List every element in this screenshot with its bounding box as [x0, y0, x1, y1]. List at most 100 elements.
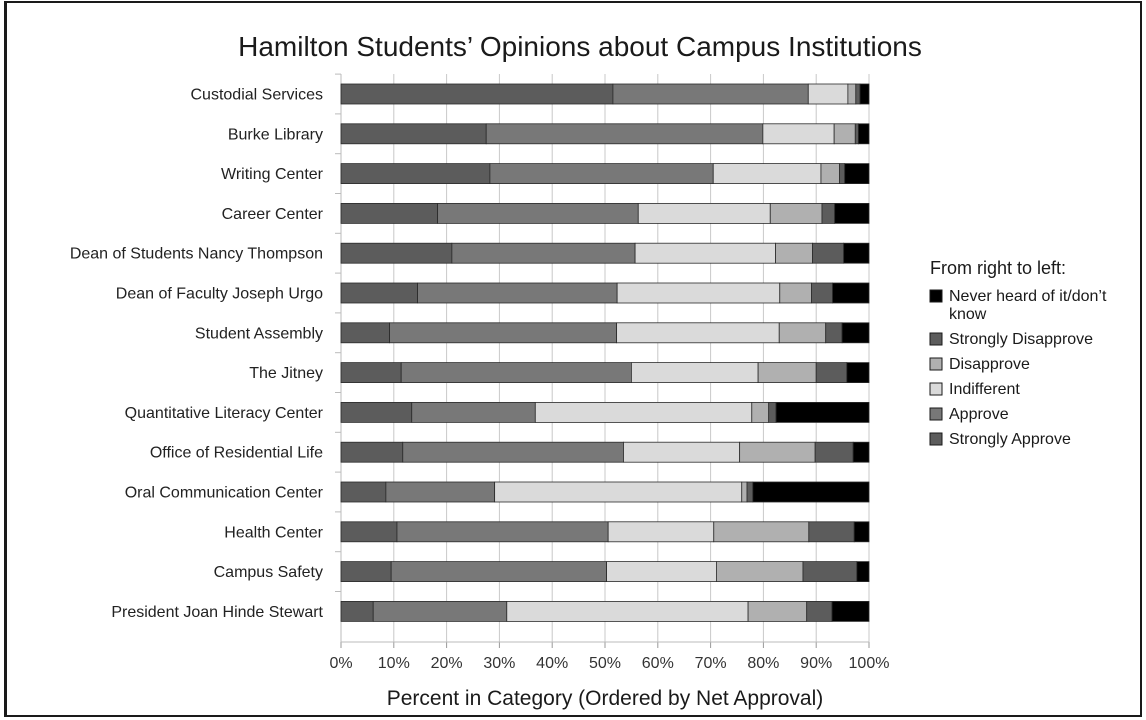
bar-segment [485, 123, 764, 145]
legend-label: Never heard of it/don’t [949, 288, 1107, 305]
bar-segment [769, 202, 823, 224]
bar-segment [762, 123, 835, 145]
bar-segment [631, 362, 759, 384]
category-labels: Custodial Services Burke Library Writing C… [70, 87, 324, 621]
legend: From right to left: Never heard of it/do… [929, 258, 1107, 448]
bar-segment [716, 561, 804, 582]
bar-segment [616, 322, 780, 344]
legend-swatch [929, 332, 943, 346]
category-label: Burke Library [228, 126, 323, 143]
bar-segment [437, 202, 639, 224]
bar-segment [747, 601, 808, 622]
bar-segment [811, 282, 833, 304]
category-label: Student Assembly [195, 325, 323, 342]
bar-row [340, 282, 870, 304]
x-tick-label: 90% [800, 655, 832, 672]
bar-segment [858, 123, 870, 145]
category-label: Dean of Faculty Joseph Urgo [116, 286, 323, 303]
bar-segment [768, 401, 777, 423]
bar-segment [778, 322, 827, 344]
category-label: Custodial Services [191, 87, 324, 104]
legend-label: Strongly Approve [949, 431, 1071, 448]
x-tick-label: 0% [329, 655, 352, 672]
bar-row [340, 83, 870, 105]
legend-swatch [929, 382, 943, 396]
bar-segment [808, 521, 855, 543]
bar-segment [340, 202, 439, 224]
bar-segment [340, 481, 387, 503]
bar-segment [340, 521, 398, 543]
category-label: Career Center [222, 206, 324, 223]
bar-segment [815, 362, 848, 384]
bar-row [340, 362, 870, 384]
bar-row [340, 441, 870, 463]
bar-segment [340, 362, 402, 384]
legend-label: know [949, 306, 987, 323]
bar-segment [340, 282, 418, 304]
bar-segment [712, 163, 822, 185]
bar-segment [489, 163, 714, 185]
bar-segment [739, 441, 816, 463]
bar-segment [340, 83, 614, 105]
category-label: President Joan Hinde Stewart [111, 604, 323, 621]
bar-segment [741, 481, 748, 503]
bar-segment [846, 362, 870, 384]
bar-segment [751, 401, 770, 423]
bar-segment [807, 83, 849, 105]
x-tick-label: 70% [695, 655, 727, 672]
bar-segment [856, 561, 870, 582]
x-axis-title: Percent in Category (Ordered by Net Appr… [387, 687, 824, 710]
bar-row [340, 242, 870, 264]
bar-row [340, 561, 870, 582]
bar-segment [390, 561, 607, 582]
bar-segment [606, 561, 717, 582]
bar-segment [847, 83, 857, 105]
bars [340, 83, 870, 622]
bar-segment [634, 242, 776, 264]
legend-swatch [929, 289, 943, 303]
bar-segment [821, 202, 836, 224]
bar-segment [417, 282, 618, 304]
bar-segment [839, 163, 846, 185]
bar-segment [825, 322, 843, 344]
bar-segment [832, 282, 870, 304]
legend-title: From right to left: [930, 258, 1066, 278]
bar-row [340, 123, 870, 145]
bar-segment [402, 441, 624, 463]
bar-segment [372, 601, 508, 622]
bar-segment [340, 322, 390, 344]
legend-swatch [929, 407, 943, 421]
x-tick-label: 80% [747, 655, 779, 672]
bar-segment [385, 481, 496, 503]
bar-segment [340, 441, 404, 463]
bar-segment [340, 401, 413, 423]
bar-segment [752, 481, 870, 503]
bar-segment [623, 441, 741, 463]
bar-segment [843, 242, 870, 264]
bar-segment [637, 202, 771, 224]
x-tick-label: 60% [642, 655, 674, 672]
bar-segment [400, 362, 632, 384]
bar-segment [854, 123, 859, 145]
bar-segment [834, 202, 870, 224]
bar-segment [396, 521, 609, 543]
bar-segment [340, 163, 491, 185]
bar-segment [746, 481, 754, 503]
x-tick-label: 100% [849, 655, 890, 672]
bar-segment [616, 282, 781, 304]
x-tick-label: 20% [431, 655, 463, 672]
category-label: Writing Center [221, 166, 324, 183]
x-tick-label: 40% [536, 655, 568, 672]
bar-segment [841, 322, 870, 344]
bar-segment [775, 242, 813, 264]
bar-row [340, 601, 870, 622]
bar-segment [775, 401, 870, 423]
category-label: Health Center [224, 524, 323, 541]
bar-segment [506, 601, 749, 622]
legend-swatch [929, 432, 943, 446]
chart-title: Hamilton Students’ Opinions about Campus… [238, 31, 922, 62]
bar-segment [820, 163, 840, 185]
category-label: The Jitney [249, 365, 323, 382]
x-tick-label: 50% [589, 655, 621, 672]
